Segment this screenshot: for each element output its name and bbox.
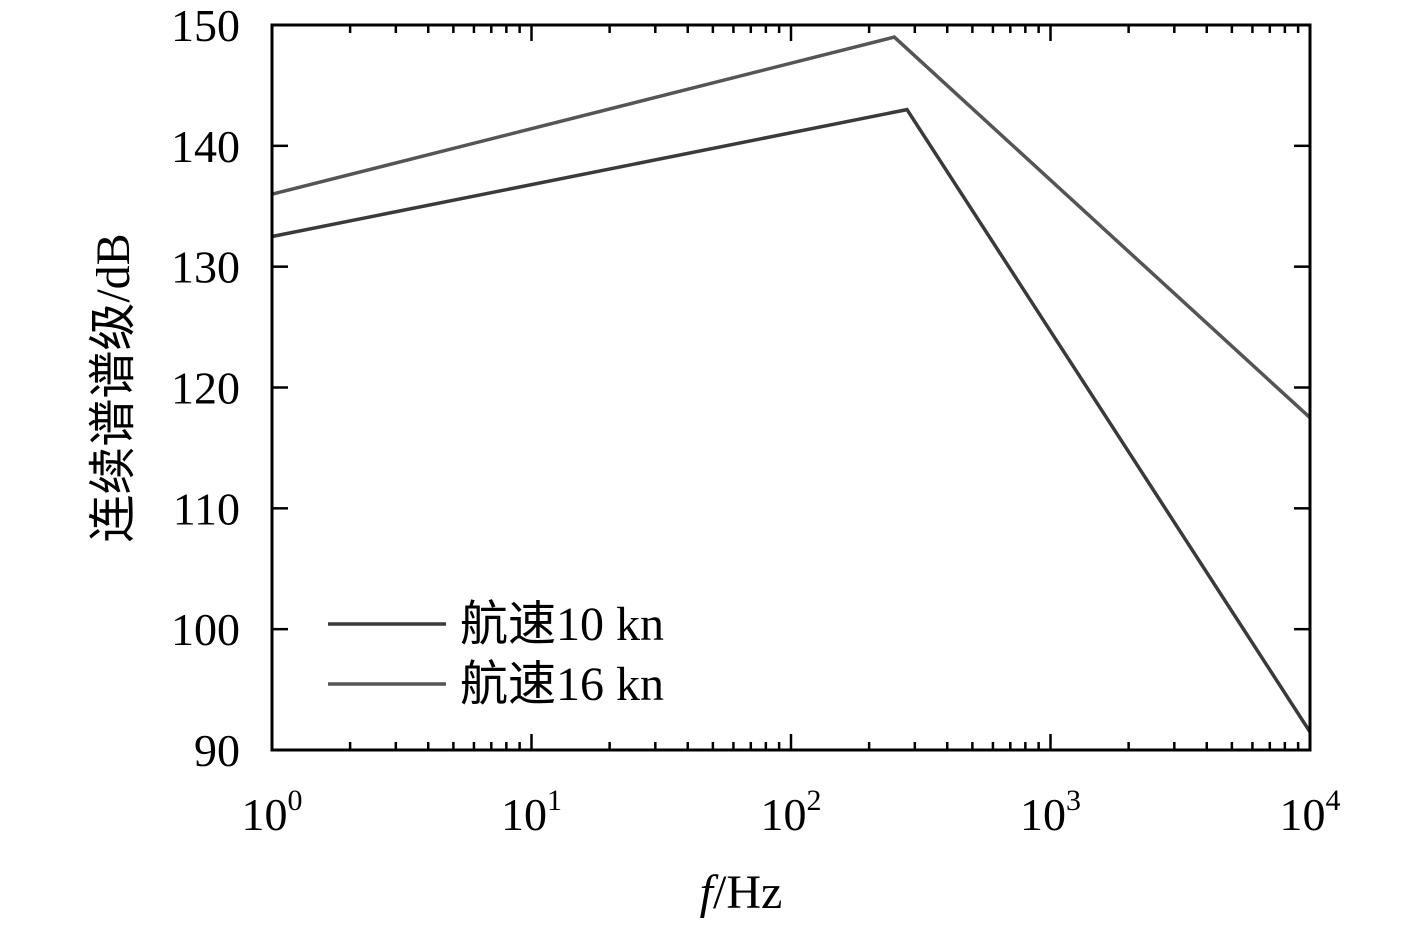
x-axis-label-unit: /Hz [713,866,782,919]
series-line-0 [271,107,1312,733]
x-tick-labels: 100 101 102 103 104 [242,784,1341,840]
x-tick-label: 103 [1020,784,1081,840]
plot-frame [270,23,1312,752]
y-tick-label: 110 [173,483,240,534]
legend: 航速10 kn 航速16 kn [328,598,664,711]
y-tick-label: 150 [171,0,240,51]
y-tick-label: 90 [194,725,240,776]
series-lines [271,35,1312,733]
series-line-1 [271,35,1312,419]
y-tick-label: 120 [171,363,240,414]
y-tick-labels: 90 100 110 120 130 140 150 [171,0,240,776]
y-tick-label: 100 [171,604,240,655]
legend-label-10kn: 航速10 kn [460,598,664,651]
y-tick-label: 130 [171,242,240,293]
x-tick-label: 102 [761,784,822,840]
y-axis-label: 连续谱谱级/dB [87,233,140,542]
x-tick-label: 104 [1280,784,1341,840]
x-axis-label: f/Hz [700,866,783,919]
y-tick-label: 140 [171,121,240,172]
x-tick-label: 100 [242,784,303,840]
x-tick-label: 101 [501,784,562,840]
legend-label-16kn: 航速16 kn [460,658,664,711]
